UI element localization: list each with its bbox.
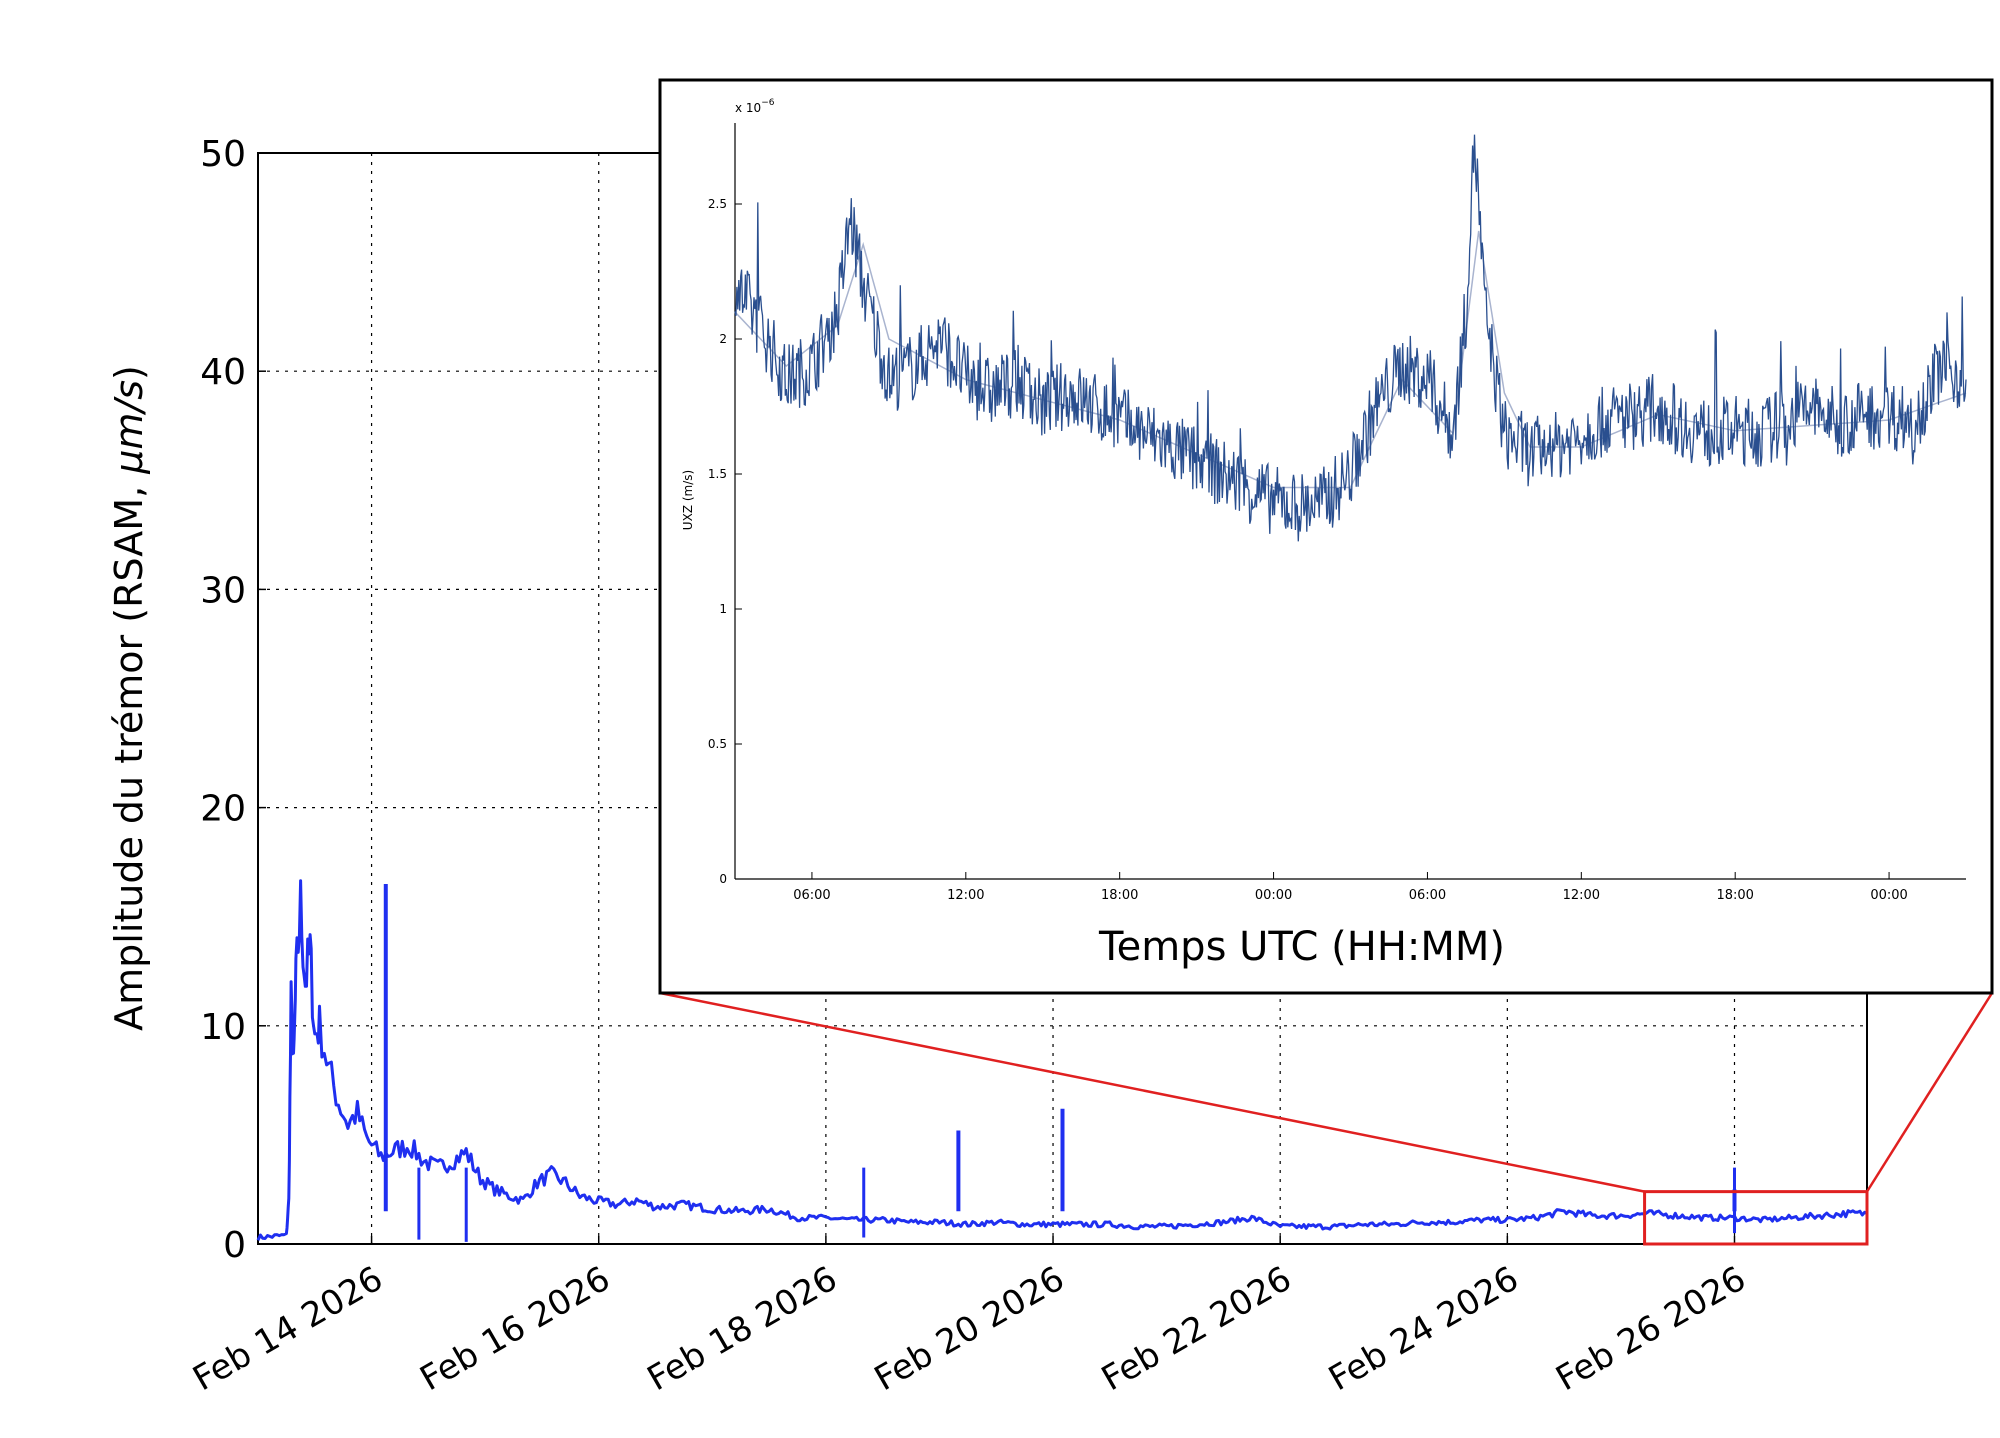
inset-x-axis-label: Temps UTC (HH:MM) — [1098, 924, 1505, 970]
inset-y-tick-label: 0 — [719, 872, 727, 886]
inset-chart: 0 0.5 1 1.5 2 2.5 06:00 12:00 18:00 00:00 06:00 12… — [658, 78, 1994, 995]
inset-y-scale-label: x 10−6 — [735, 98, 775, 115]
main-x-tick-label: Feb 22 2026 — [1095, 1259, 1298, 1399]
main-x-tick-label: Feb 26 2026 — [1549, 1259, 1752, 1399]
inset-x-ticks: 06:00 12:00 18:00 00:00 06:00 12:00 18:00 00:00 — [793, 872, 1908, 903]
main-y-tick-label: 20 — [200, 789, 246, 830]
inset-y-axis-label: UXZ (m/s) — [681, 470, 695, 530]
main-y-tick-label: 40 — [200, 352, 246, 393]
inset-y-tick-label: 0.5 — [708, 737, 727, 751]
main-series-line — [256, 879, 1868, 1241]
inset-x-tick-label: 12:00 — [1563, 888, 1600, 903]
main-y-tick-label: 30 — [200, 570, 246, 611]
inset-y-tick-label: 1.5 — [708, 467, 727, 481]
main-x-tick-label: Feb 24 2026 — [1322, 1259, 1525, 1399]
inset-y-ticks: 0 0.5 1 1.5 2 2.5 — [708, 197, 742, 886]
main-y-tick-label: 10 — [200, 1007, 246, 1048]
zoom-region-box — [1643, 1190, 1869, 1246]
main-y-tick-label: 0 — [223, 1225, 246, 1266]
main-x-tick-label: Feb 14 2026 — [186, 1259, 389, 1399]
main-y-tick-label: 50 — [200, 134, 246, 175]
zoom-connector-right — [1865, 992, 1994, 1193]
inset-x-tick-label: 18:00 — [1716, 888, 1753, 903]
inset-x-tick-label: 00:00 — [1870, 888, 1907, 903]
main-spikes — [383, 883, 1737, 1242]
main-x-tick-label: Feb 20 2026 — [868, 1259, 1071, 1399]
main-x-ticks: Feb 14 2026 Feb 16 2026 Feb 18 2026 Feb 20 … — [186, 1236, 1753, 1399]
inset-frame — [658, 78, 1994, 995]
inset-x-tick-label: 18:00 — [1101, 888, 1138, 903]
inset-y-tick-label: 1 — [719, 602, 727, 616]
inset-x-tick-label: 06:00 — [793, 888, 830, 903]
inset-x-tick-label: 06:00 — [1409, 888, 1446, 903]
zoom-connector-left — [659, 991, 1645, 1193]
main-y-axis-label: Amplitude du trémor (RSAM, μm/s) — [107, 365, 151, 1031]
inset-y-tick-label: 2 — [719, 332, 727, 346]
main-x-tick-label: Feb 16 2026 — [414, 1259, 617, 1399]
inset-x-tick-label: 00:00 — [1255, 888, 1292, 903]
inset-x-tick-label: 12:00 — [947, 888, 984, 903]
inset-series-raw — [734, 134, 1967, 542]
main-y-ticks: 0 10 20 30 40 50 — [200, 134, 266, 1266]
main-x-tick-label: Feb 18 2026 — [641, 1259, 844, 1399]
inset-y-tick-label: 2.5 — [708, 197, 727, 211]
